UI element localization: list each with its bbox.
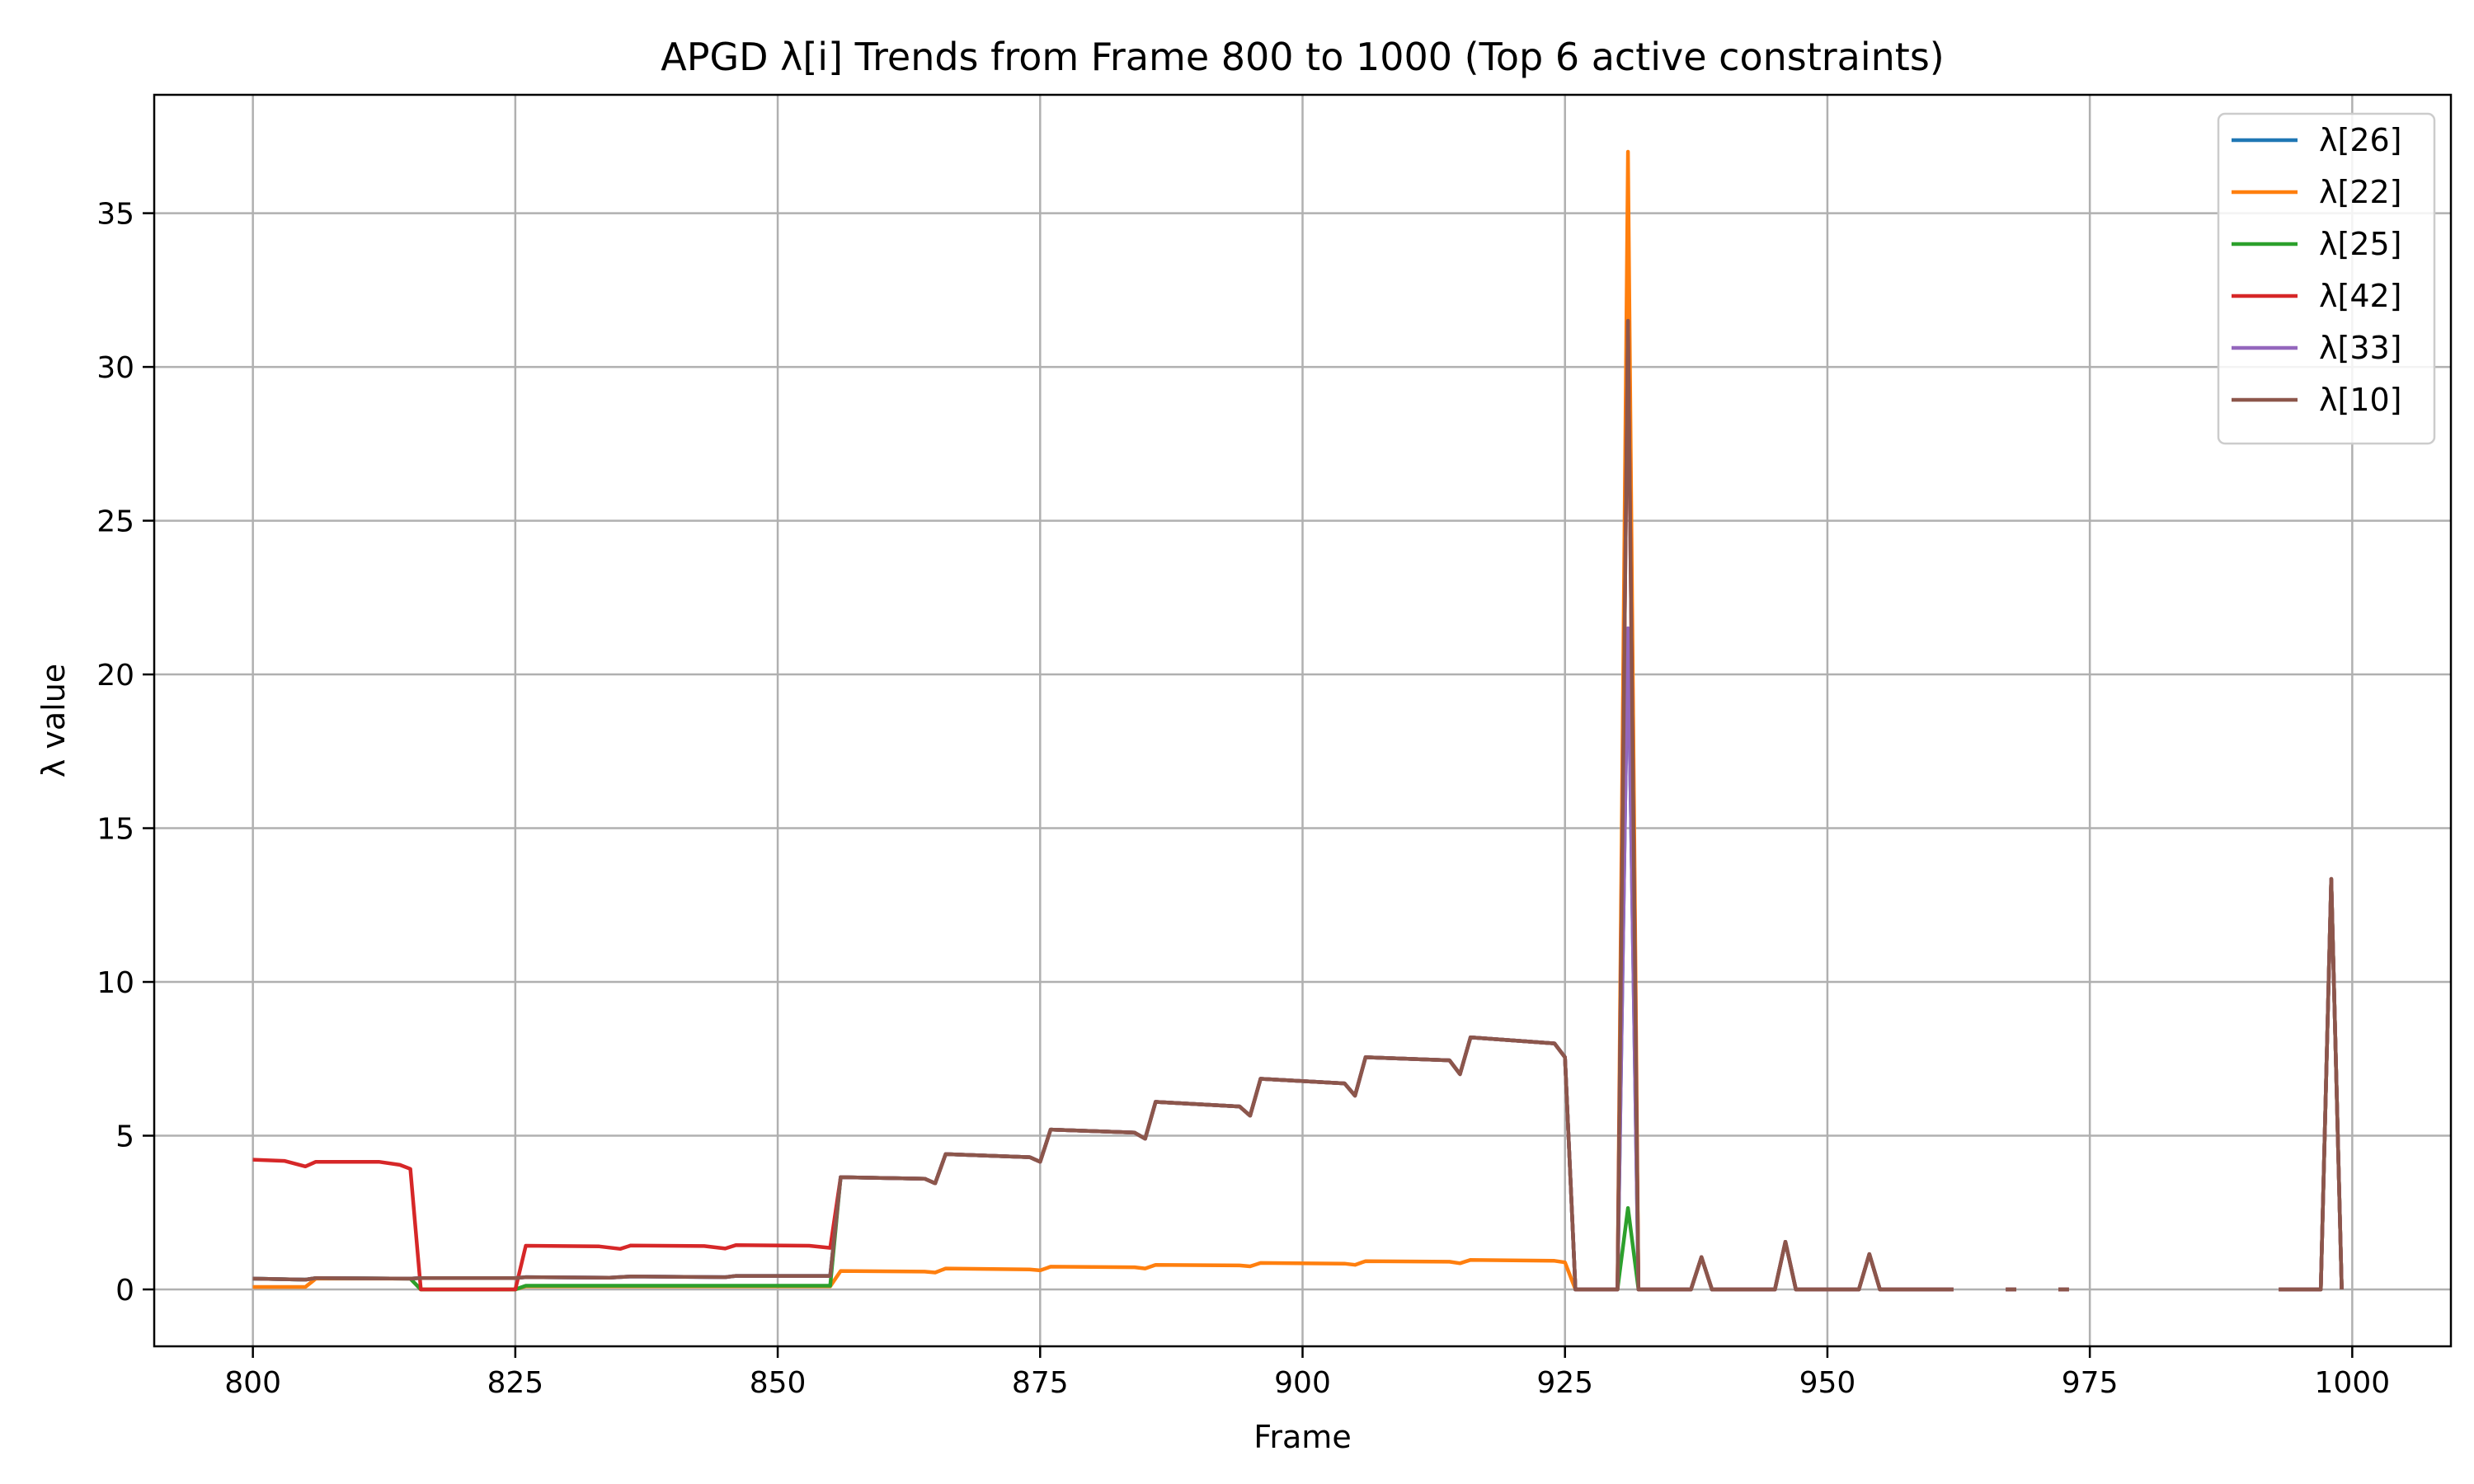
y-tick-label: 35 bbox=[96, 198, 134, 232]
y-tick-label: 30 bbox=[96, 351, 134, 385]
x-tick-label: 1000 bbox=[2315, 1366, 2391, 1400]
x-tick-label: 850 bbox=[750, 1366, 807, 1400]
y-tick-label: 15 bbox=[96, 813, 134, 847]
y-tick-label: 25 bbox=[96, 505, 134, 539]
axis-ticks: 800 825 850 875 900 925 950 975 1000 0 5 10 15 20 25 30… bbox=[96, 198, 2390, 1400]
y-tick-label: 10 bbox=[96, 966, 134, 1000]
x-tick-label: 950 bbox=[1799, 1366, 1856, 1400]
series-line-lambda-10 bbox=[252, 318, 2344, 1292]
legend-label-lambda-26: λ[26] bbox=[2319, 122, 2402, 158]
legend-label-lambda-10: λ[10] bbox=[2319, 382, 2402, 418]
legend: λ[26] λ[22] λ[25] λ[42] λ[33] λ[10] bbox=[2217, 112, 2436, 445]
x-axis-label: Frame bbox=[1253, 1419, 1351, 1455]
x-tick-label: 900 bbox=[1274, 1366, 1331, 1400]
chart-title: APGD λ[i] Trends from Frame 800 to 1000 … bbox=[661, 35, 1945, 79]
legend-label-lambda-22: λ[22] bbox=[2319, 174, 2402, 210]
x-tick-label: 875 bbox=[1012, 1366, 1069, 1400]
y-tick-label: 5 bbox=[115, 1120, 134, 1154]
legend-box bbox=[2217, 112, 2436, 445]
x-tick-label: 975 bbox=[2062, 1366, 2119, 1400]
x-tick-label: 925 bbox=[1536, 1366, 1593, 1400]
y-tick-label: 0 bbox=[115, 1274, 134, 1308]
x-tick-label: 800 bbox=[224, 1366, 281, 1400]
legend-label-lambda-33: λ[33] bbox=[2319, 330, 2402, 366]
grid bbox=[154, 95, 2451, 1346]
y-tick-label: 20 bbox=[96, 659, 134, 693]
series-group bbox=[252, 149, 2344, 1292]
x-tick-label: 825 bbox=[487, 1366, 544, 1400]
legend-label-lambda-25: λ[25] bbox=[2319, 226, 2402, 262]
legend-label-lambda-42: λ[42] bbox=[2319, 278, 2402, 314]
y-axis-label: λ value bbox=[35, 664, 72, 777]
